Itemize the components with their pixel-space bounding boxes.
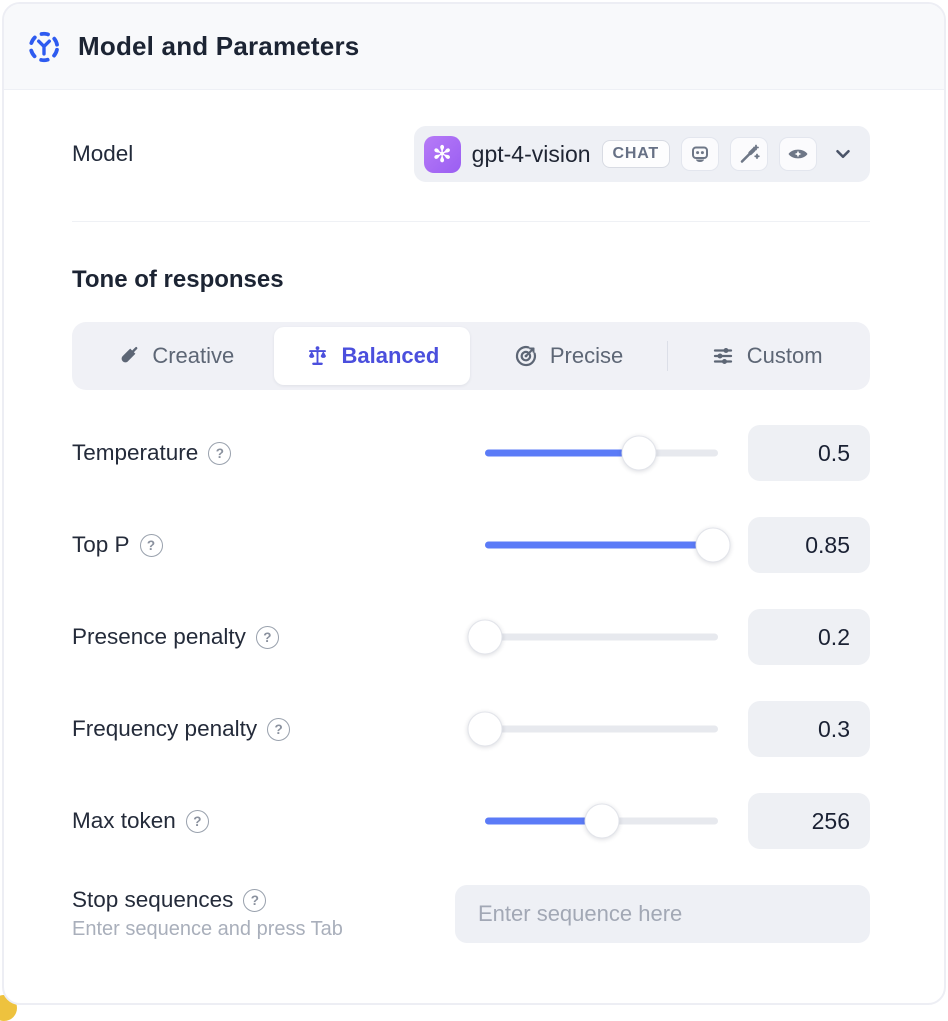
tone-option-creative[interactable]: Creative bbox=[77, 327, 274, 385]
presence-penalty-label: Presence penalty bbox=[72, 624, 246, 649]
help-icon[interactable]: ? bbox=[267, 717, 291, 741]
model-type-badge: CHAT bbox=[601, 140, 670, 168]
help-icon[interactable]: ? bbox=[139, 533, 163, 557]
temperature-slider[interactable] bbox=[485, 435, 718, 471]
max-token-slider[interactable] bbox=[485, 803, 718, 839]
panel-header: Model and Parameters bbox=[4, 4, 944, 90]
tone-segmented-control: Creative Balanced bbox=[72, 322, 870, 390]
segment-divider bbox=[666, 341, 669, 371]
slider-thumb[interactable] bbox=[467, 619, 503, 655]
robot-icon bbox=[681, 137, 719, 171]
top-p-row: Top P ? 0.85 bbox=[72, 517, 870, 573]
tone-option-precise[interactable]: Precise bbox=[470, 327, 667, 385]
magic-wand-icon bbox=[730, 137, 768, 171]
stop-sequence-input[interactable] bbox=[455, 885, 870, 943]
frequency-penalty-value[interactable]: 0.3 bbox=[748, 701, 870, 757]
top-p-label: Top P bbox=[72, 532, 130, 557]
tone-option-custom[interactable]: Custom bbox=[668, 327, 865, 385]
top-p-value[interactable]: 0.85 bbox=[748, 517, 870, 573]
top-p-slider[interactable] bbox=[485, 527, 731, 563]
help-icon[interactable]: ? bbox=[208, 441, 232, 465]
stop-sequences-hint: Enter sequence and press Tab bbox=[72, 918, 343, 940]
model-label: Model bbox=[72, 141, 134, 166]
model-row: Model ✻ gpt-4-vision CHAT bbox=[72, 126, 870, 182]
max-token-row: Max token ? 256 bbox=[72, 793, 870, 849]
presence-penalty-row: Presence penalty ? 0.2 bbox=[72, 609, 870, 665]
slider-thumb[interactable] bbox=[584, 803, 619, 839]
slider-thumb[interactable] bbox=[467, 711, 503, 747]
chevron-down-icon[interactable] bbox=[832, 143, 854, 165]
frequency-penalty-slider[interactable] bbox=[467, 711, 718, 747]
tone-heading: Tone of responses bbox=[72, 266, 284, 293]
temperature-row: Temperature ? 0.5 bbox=[72, 425, 870, 481]
help-icon[interactable]: ? bbox=[185, 809, 209, 833]
sliders-icon bbox=[711, 344, 735, 368]
slider-thumb[interactable] bbox=[621, 435, 657, 471]
target-icon bbox=[514, 344, 538, 368]
model-node-icon bbox=[26, 29, 62, 65]
model-name: gpt-4-vision bbox=[471, 140, 591, 167]
panel-title: Model and Parameters bbox=[78, 31, 360, 61]
help-icon[interactable]: ? bbox=[255, 625, 279, 649]
presence-penalty-value[interactable]: 0.2 bbox=[748, 609, 870, 665]
tone-option-label: Custom bbox=[746, 343, 823, 368]
paintbrush-icon bbox=[116, 344, 140, 368]
frequency-penalty-row: Frequency penalty ? 0.3 bbox=[72, 701, 870, 757]
stop-sequences-label: Stop sequences bbox=[72, 887, 234, 912]
vision-eye-icon bbox=[779, 137, 817, 171]
tone-option-label: Creative bbox=[152, 343, 235, 368]
tone-option-label: Balanced bbox=[341, 343, 440, 368]
frequency-penalty-label: Frequency penalty bbox=[72, 716, 258, 741]
tone-option-label: Precise bbox=[549, 343, 624, 368]
help-icon[interactable]: ? bbox=[243, 888, 267, 912]
section-divider bbox=[72, 221, 870, 222]
openai-logo-icon: ✻ bbox=[423, 135, 461, 173]
temperature-label: Temperature bbox=[72, 440, 199, 465]
model-select-dropdown[interactable]: ✻ gpt-4-vision CHAT bbox=[413, 126, 870, 182]
stop-sequences-row: Stop sequences ? Enter sequence and pres… bbox=[72, 885, 870, 943]
max-token-value[interactable]: 256 bbox=[748, 793, 870, 849]
max-token-label: Max token bbox=[72, 808, 176, 833]
presence-penalty-slider[interactable] bbox=[467, 619, 718, 655]
slider-thumb[interactable] bbox=[695, 527, 731, 563]
tone-option-balanced[interactable]: Balanced bbox=[273, 327, 471, 385]
model-parameters-panel: Model and Parameters Model ✻ gpt-4-visio… bbox=[2, 2, 946, 1005]
temperature-value[interactable]: 0.5 bbox=[748, 425, 870, 481]
balance-scale-icon bbox=[305, 344, 330, 369]
